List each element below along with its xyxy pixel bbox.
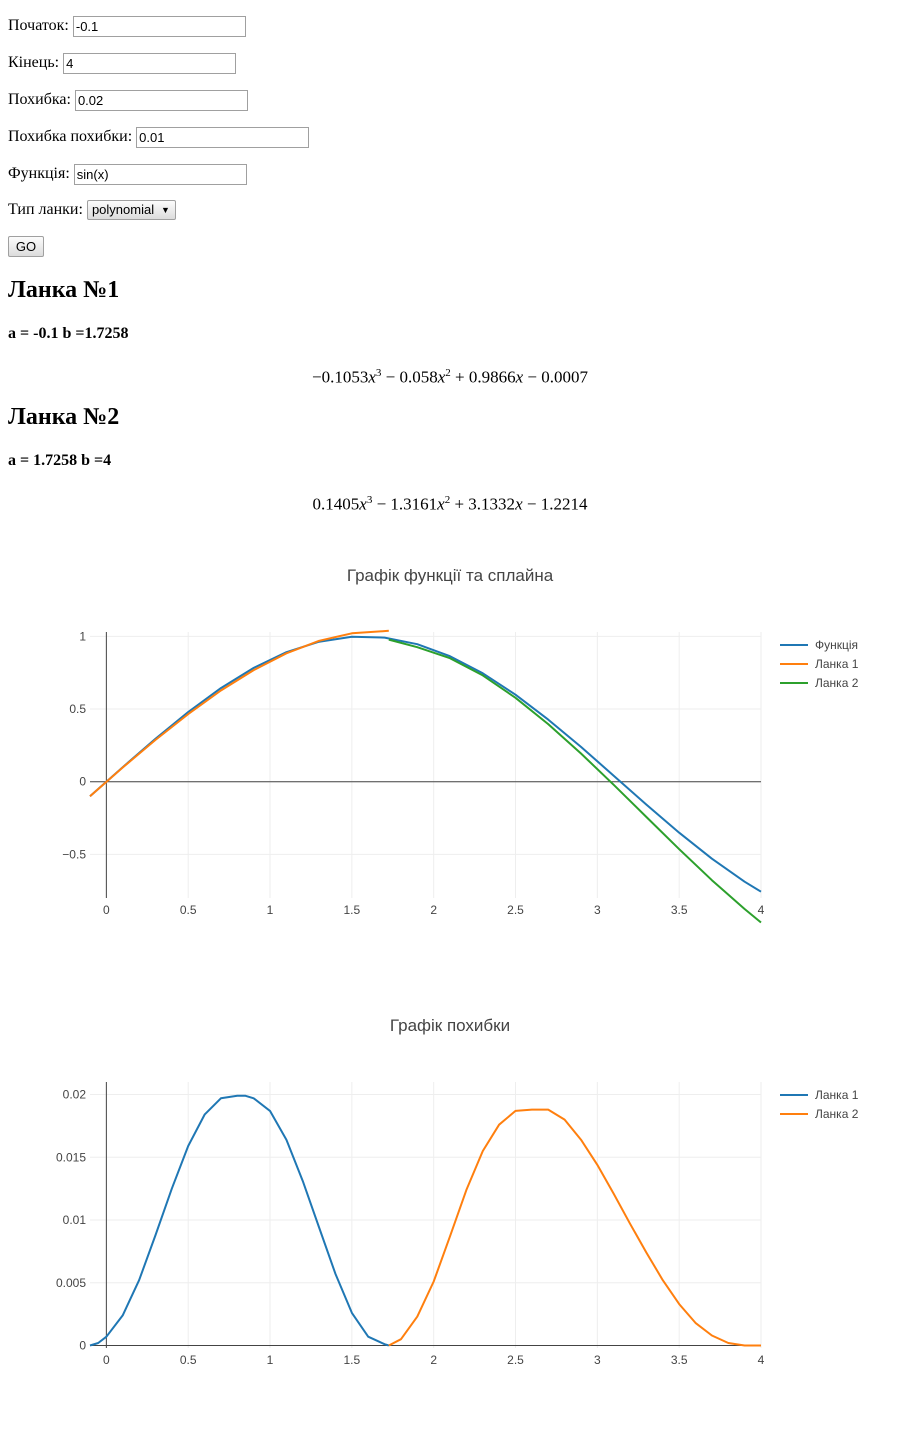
chart1-x-tick-label: 1.5 — [344, 903, 361, 917]
error-plot[interactable]: Графік похибки 0 0.5 1 1.5 2 2.5 3 3.5 4 0 0.005 0.0… — [0, 990, 900, 1430]
chart2-y-tick-label: 0.005 — [56, 1276, 86, 1290]
function-spline-chart[interactable]: Графік функції та сплайна 0 0.5 1 1.5 2 2.5 3 3.… — [0, 540, 900, 980]
chart2-x-tick-label: 3.5 — [671, 1353, 688, 1367]
link-type-select[interactable]: polynomial ▼ — [86, 200, 176, 221]
function-spline-plot[interactable]: Графік функції та сплайна 0 0.5 1 1.5 2 2.5 3 3.… — [0, 540, 900, 980]
chart1-y-tick-label: 1 — [79, 629, 86, 643]
link-1-coef-x3: −0.1053 — [311, 367, 369, 387]
chart1-x-tick-label: 1 — [267, 903, 274, 917]
chart1-x-tick-label: 0.5 — [180, 903, 197, 917]
chart1-y-tick-label: −0.5 — [62, 847, 86, 861]
chart1-legend-label-1: Функція — [815, 638, 858, 652]
chart2-x-tick-label: 2.5 — [507, 1353, 524, 1367]
link-type-row: Тип ланки: polynomial ▼ — [8, 200, 176, 221]
chart1-title: Графік функції та сплайна — [347, 566, 554, 585]
error-tolerance-input[interactable] — [136, 127, 310, 148]
link-2-heading: Ланка №2 — [8, 404, 120, 430]
error-label: Похибка: — [8, 91, 71, 109]
link-2-coef-x2: − 1.3161 — [376, 494, 438, 514]
link-1-heading: Ланка №1 — [8, 277, 120, 303]
chart2-y-tick-label: 0.01 — [63, 1213, 87, 1227]
chart2-y-tick-label: 0.02 — [63, 1088, 87, 1102]
start-row: Початок: — [8, 16, 246, 37]
link-2-coef-x0: − 1.2214 — [526, 494, 588, 514]
chart2-y-tick-label: 0 — [79, 1338, 86, 1352]
chart1-x-tick-label: 3 — [594, 903, 601, 917]
chart1-legend-label-2: Ланка 1 — [815, 657, 859, 671]
error-tolerance-row: Похибка похибки: — [8, 127, 310, 148]
chart2-series-line-2 — [388, 1108, 761, 1347]
chart1-x-tick-label: 3.5 — [671, 903, 688, 917]
link-1-interval: a = -0.1 b =1.7258 — [8, 325, 129, 342]
function-label: Функція: — [8, 165, 70, 183]
error-row: Похибка: — [8, 90, 248, 111]
chart2-x-tick-label: 0 — [103, 1353, 110, 1367]
end-label: Кінець: — [8, 54, 60, 72]
link-2-interval: a = 1.7258 b =4 — [8, 452, 112, 469]
link-type-label: Тип ланки: — [8, 201, 83, 218]
link-2-coef-x3: 0.1405 — [312, 494, 360, 514]
dropdown-arrow-icon: ▼ — [161, 205, 170, 216]
link-1-coef-x2: − 0.058 — [385, 367, 438, 387]
link-1-formula: −0.1053x3 − 0.058x2 + 0.9866x − 0.0007 — [311, 367, 588, 387]
start-label: Початок: — [8, 17, 69, 35]
error-input[interactable] — [74, 90, 248, 111]
chart2-legend-label-1: Ланка 1 — [815, 1088, 859, 1102]
chart1-series-line-1 — [89, 635, 762, 893]
chart1-y-tick-label: 0 — [79, 775, 86, 789]
start-input[interactable] — [72, 16, 246, 37]
function-row: Функція: — [8, 164, 247, 185]
chart1-x-tick-label: 2.5 — [507, 903, 524, 917]
chart2-x-tick-label: 4 — [758, 1353, 765, 1367]
chart2-title: Графік похибки — [390, 1016, 510, 1035]
link-1-coef-x0: − 0.0007 — [527, 367, 588, 387]
chart1-series-line-2 — [89, 629, 389, 798]
error-chart[interactable]: Графік похибки 0 0.5 1 1.5 2 2.5 3 3.5 4 0 0.005 0.0… — [0, 990, 900, 1430]
chart1-x-tick-label: 4 — [758, 903, 765, 917]
link-2-coef-x1: + 3.1332 — [454, 494, 516, 514]
link-2-formula: 0.1405x3 − 1.3161x2 + 3.1332x − 1.2214 — [312, 494, 588, 514]
error-tolerance-label: Похибка похибки: — [8, 128, 133, 146]
end-input[interactable] — [63, 53, 237, 74]
function-input[interactable] — [73, 164, 247, 185]
chart2-x-tick-label: 1 — [267, 1353, 274, 1367]
chart2-x-tick-label: 3 — [594, 1353, 601, 1367]
link-type-selected-value: polynomial — [91, 202, 155, 218]
chart1-x-tick-label: 0 — [103, 903, 110, 917]
end-row: Кінець: — [8, 53, 237, 74]
chart2-legend-label-2: Ланка 2 — [815, 1107, 859, 1121]
chart2-y-tick-label: 0.015 — [56, 1150, 86, 1164]
chart1-x-tick-label: 2 — [430, 903, 437, 917]
chart1-legend-label-3: Ланка 2 — [815, 676, 859, 690]
chart2-series-line-1 — [89, 1094, 390, 1347]
chart2-x-tick-label: 1.5 — [344, 1353, 361, 1367]
chart2-x-tick-label: 2 — [430, 1353, 437, 1367]
chart1-y-tick-label: 0.5 — [69, 702, 86, 716]
chart2-x-tick-label: 0.5 — [180, 1353, 197, 1367]
go-button[interactable]: GO — [8, 236, 44, 257]
chart1-series-line-3 — [388, 638, 762, 924]
link-1-coef-x1: + 0.9866 — [455, 367, 516, 387]
